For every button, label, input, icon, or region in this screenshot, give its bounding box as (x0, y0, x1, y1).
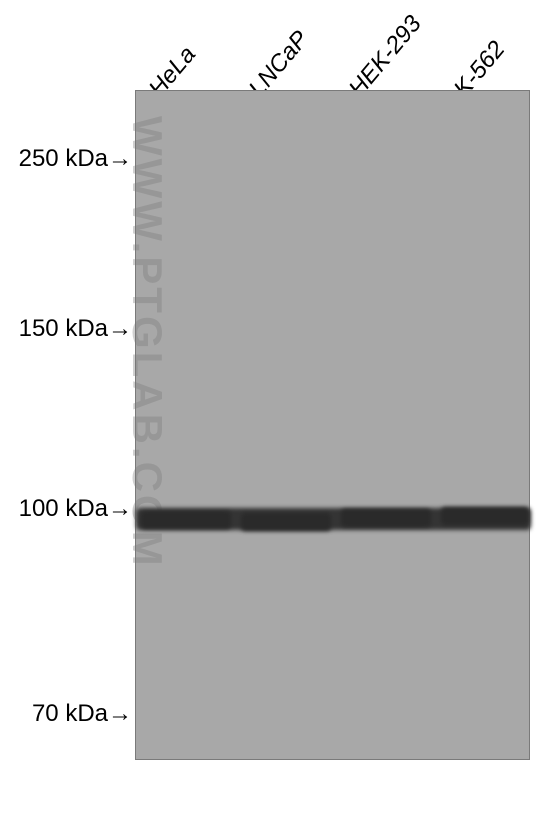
protein-band (441, 507, 529, 525)
blot-membrane: WWW.PTGLAB.COM (135, 90, 530, 760)
figure-container: HeLa LNCaP HEK-293 K-562 250 kDa→ 150 kD… (0, 0, 550, 820)
mw-marker-label: 250 kDa→ (12, 145, 132, 173)
mw-marker-label: 70 kDa→ (12, 700, 132, 728)
watermark-text: WWW.PTGLAB.COM (123, 116, 171, 569)
mw-marker-text: 150 kDa→ (19, 315, 132, 342)
mw-marker-text: 250 kDa→ (19, 145, 132, 172)
protein-band (141, 511, 231, 529)
lane-label-text: HEK-293 (344, 10, 427, 102)
mw-marker-label: 100 kDa→ (12, 495, 132, 523)
mw-marker-label: 150 kDa→ (12, 315, 132, 343)
mw-marker-text: 70 kDa→ (32, 700, 132, 727)
protein-band (241, 513, 331, 531)
mw-marker-text: 100 kDa→ (19, 495, 132, 522)
protein-band (341, 509, 431, 527)
watermark-value: WWW.PTGLAB.COM (124, 116, 171, 569)
